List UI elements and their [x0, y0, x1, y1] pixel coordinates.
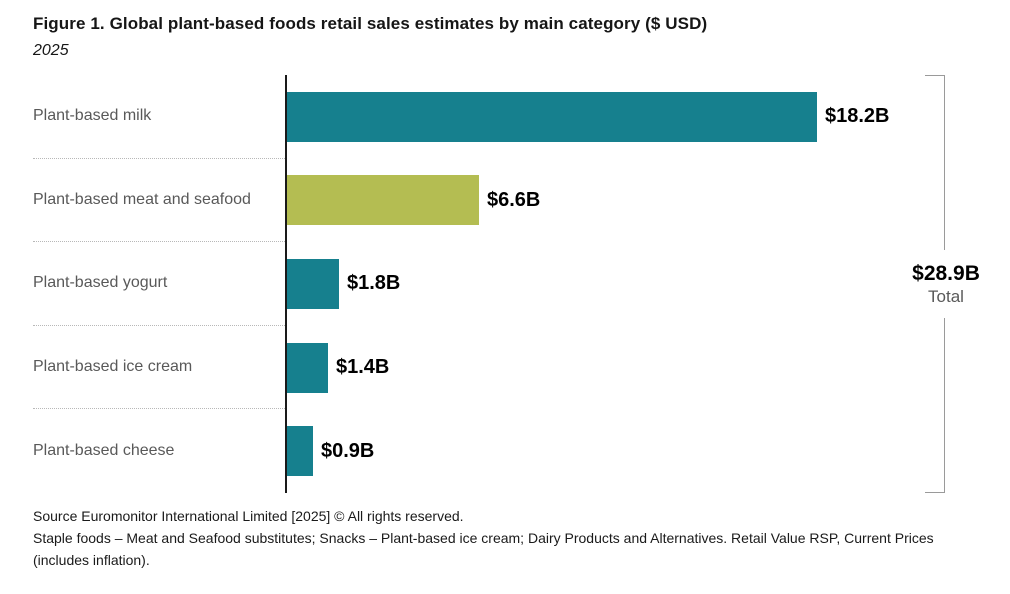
- bar-3: [287, 342, 328, 393]
- bar-zone: $1.8B: [285, 242, 945, 326]
- bar-4: [287, 426, 313, 477]
- value-label: $0.9B: [321, 439, 375, 462]
- category-label: Plant-based yogurt: [33, 242, 285, 326]
- category-label: Plant-based milk: [33, 75, 285, 159]
- bar-zone: $1.4B: [285, 325, 945, 410]
- chart-row: Plant-based yogurt $1.8B: [33, 242, 945, 326]
- total-bracket-bottom: [925, 318, 945, 493]
- note-line: Staple foods – Meat and Seafood substitu…: [33, 530, 934, 568]
- chart-row: Plant-based cheese $0.9B: [33, 409, 945, 493]
- figure-subtitle-year: 2025: [33, 42, 69, 59]
- total-value: $28.9B: [912, 261, 980, 285]
- value-label: $1.8B: [347, 272, 401, 295]
- category-label: Plant-based ice cream: [33, 326, 285, 410]
- bar-1: [287, 175, 479, 226]
- chart-row: Plant-based milk $18.2B: [33, 75, 945, 159]
- value-label: $18.2B: [825, 105, 890, 128]
- figure-title: Figure 1. Global plant-based foods retai…: [33, 14, 708, 33]
- source-line: Source Euromonitor International Limited…: [33, 508, 464, 524]
- bar-chart: Plant-based milk $18.2B Plant-based meat a…: [33, 75, 980, 493]
- bar-0: [287, 91, 817, 142]
- bar-2: [287, 258, 339, 309]
- value-label: $1.4B: [336, 356, 390, 379]
- bar-zone: $18.2B: [285, 75, 945, 159]
- figure-footer: Source Euromonitor International Limited…: [33, 505, 983, 571]
- category-label: Plant-based cheese: [33, 442, 175, 460]
- total-caption: Total: [928, 286, 964, 306]
- chart-row: Plant-based ice cream $1.4B: [33, 325, 945, 410]
- total-annotation: $28.9B Total: [885, 250, 1007, 318]
- bar-zone: $6.6B: [285, 158, 945, 243]
- figure-page: Figure 1. Global plant-based foods retai…: [33, 14, 983, 571]
- total-bracket-top: [925, 75, 945, 250]
- value-label: $6.6B: [487, 188, 541, 211]
- chart-row: Plant-based meat and seafood $6.6B: [33, 158, 945, 243]
- bar-zone: $0.9B: [285, 409, 945, 493]
- category-label: Plant-based meat and seafood: [33, 159, 285, 243]
- chart-rows: Plant-based milk $18.2B Plant-based meat a…: [33, 75, 945, 493]
